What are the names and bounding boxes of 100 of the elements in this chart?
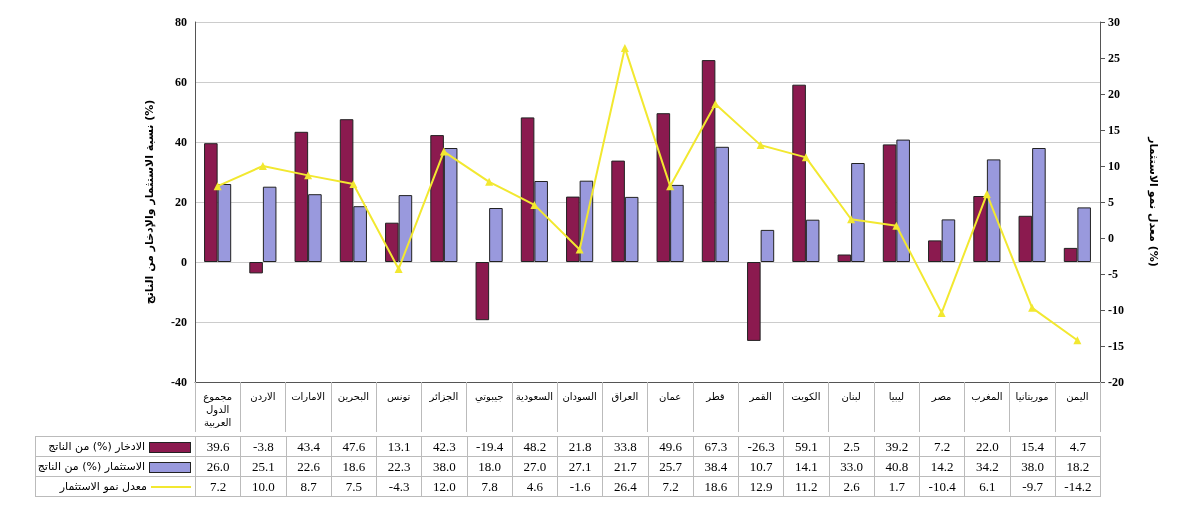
point	[892, 221, 901, 230]
data-label: 33.8	[602, 436, 648, 457]
bar	[262, 186, 277, 262]
y-tick-label: 60	[175, 75, 187, 89]
x-tick-label: قطر	[705, 391, 725, 402]
data-label: -10.4	[919, 476, 965, 497]
point	[1028, 303, 1037, 312]
y-tick-label: 80	[175, 15, 187, 29]
data-label: -14.2	[1055, 476, 1101, 497]
data-label: 27.1	[557, 456, 603, 477]
x-tick-label: عمان	[659, 391, 682, 402]
point	[756, 141, 765, 150]
data-label: 2.6	[829, 476, 875, 497]
data-label: 7.2	[648, 476, 694, 497]
data-label: 13.1	[376, 436, 422, 457]
data-label: 67.3	[693, 436, 739, 457]
x-tick-label: مصر	[930, 391, 952, 402]
point	[937, 308, 946, 317]
legend-label: معدل نمو الاستثمار	[59, 480, 147, 493]
data-label: 10.0	[240, 476, 286, 497]
y2-tick-label: -20	[1108, 375, 1124, 389]
x-tick-label: تونس	[386, 391, 411, 402]
x-tick-label: القمر	[748, 391, 772, 402]
x-tick-label: الاردن	[250, 391, 276, 402]
data-label: 48.2	[512, 436, 558, 457]
data-label: 39.2	[874, 436, 920, 457]
data-label: -1.6	[557, 476, 603, 497]
data-label: 22.6	[286, 456, 332, 477]
data-label: 1.7	[874, 476, 920, 497]
data-label: 21.7	[602, 456, 648, 477]
data-label: 4.6	[512, 476, 558, 497]
legend-label: الاستثمار (%) من الناتج	[37, 460, 145, 473]
point	[575, 245, 584, 254]
point	[711, 100, 720, 109]
y-axis-title: نسبة الاستثمار والإدخار من الناتج (%)	[143, 99, 156, 305]
data-label: 7.8	[467, 476, 513, 497]
data-label: 7.5	[331, 476, 377, 497]
data-label: 47.6	[331, 436, 377, 457]
y2-tick-label: 15	[1108, 123, 1120, 137]
point	[485, 177, 494, 186]
data-label: 27.0	[512, 456, 558, 477]
y2-tick-label: 0	[1108, 231, 1114, 245]
data-label: 8.7	[286, 476, 332, 497]
data-label: 15.4	[1010, 436, 1056, 457]
data-label: -4.3	[376, 476, 422, 497]
data-label: 21.8	[557, 436, 603, 457]
y2-tick-label: -10	[1108, 303, 1124, 317]
point	[213, 182, 222, 191]
data-label: 4.7	[1055, 436, 1101, 457]
y2-tick-label: 30	[1108, 15, 1120, 29]
data-label: -26.3	[738, 436, 784, 457]
bar	[249, 262, 263, 274]
data-label: 14.2	[919, 456, 965, 477]
data-label: 2.5	[829, 436, 875, 457]
data-label: -9.7	[1010, 476, 1056, 497]
x-tick-label: الكويت	[791, 391, 821, 402]
x-tick-label: العراق	[611, 391, 639, 402]
data-label: 42.3	[421, 436, 467, 457]
data-label: 22.3	[376, 456, 422, 477]
data-label: 38.4	[693, 456, 739, 477]
data-label: 26.0	[195, 456, 241, 477]
data-label: 18.6	[331, 456, 377, 477]
data-label: 49.6	[648, 436, 694, 457]
data-label: 11.2	[783, 476, 829, 497]
x-tick-label: موريتانيا	[1015, 391, 1049, 402]
data-label: 18.6	[693, 476, 739, 497]
point	[1073, 336, 1082, 345]
x-tick-label: ليبيا	[888, 391, 904, 402]
y2-tick-label: 10	[1108, 159, 1120, 173]
x-tick-label: السعودية	[515, 391, 554, 402]
data-label: 18.0	[467, 456, 513, 477]
point	[349, 180, 358, 188]
point	[258, 162, 267, 170]
point	[439, 147, 448, 156]
data-label: 25.1	[240, 456, 286, 477]
legend-label: الادخار (%) من الناتج	[48, 440, 145, 453]
data-label: 12.0	[421, 476, 467, 497]
x-tick-label: اليمن	[1066, 391, 1089, 402]
data-label: 22.0	[964, 436, 1010, 457]
data-label: 7.2	[195, 476, 241, 497]
point	[394, 264, 403, 273]
x-tick-label: جيبوتي	[474, 391, 504, 403]
data-label: 59.1	[783, 436, 829, 457]
data-label: 14.1	[783, 456, 829, 477]
x-tick-label: البحرين	[337, 391, 369, 402]
y-tick-label: -40	[171, 375, 187, 389]
data-label: -3.8	[240, 436, 286, 457]
point	[620, 43, 629, 52]
y-tick-label: 0	[181, 255, 187, 269]
y2-tick-label: 5	[1108, 195, 1114, 209]
data-label: 18.2	[1055, 456, 1101, 477]
y-tick-label: 20	[175, 195, 187, 209]
data-label: -19.4	[467, 436, 513, 457]
x-tick-label: لبنان	[841, 391, 861, 402]
x-tick-label: المغرب	[971, 391, 1003, 402]
x-tick-label: الجزائر	[428, 391, 459, 402]
y2-tick-label: -5	[1108, 267, 1118, 281]
data-label: 7.2	[919, 436, 965, 457]
data-label: 43.4	[286, 436, 332, 457]
y2-axis-title: معدل نمو الاستثمار (%)	[1147, 136, 1160, 267]
